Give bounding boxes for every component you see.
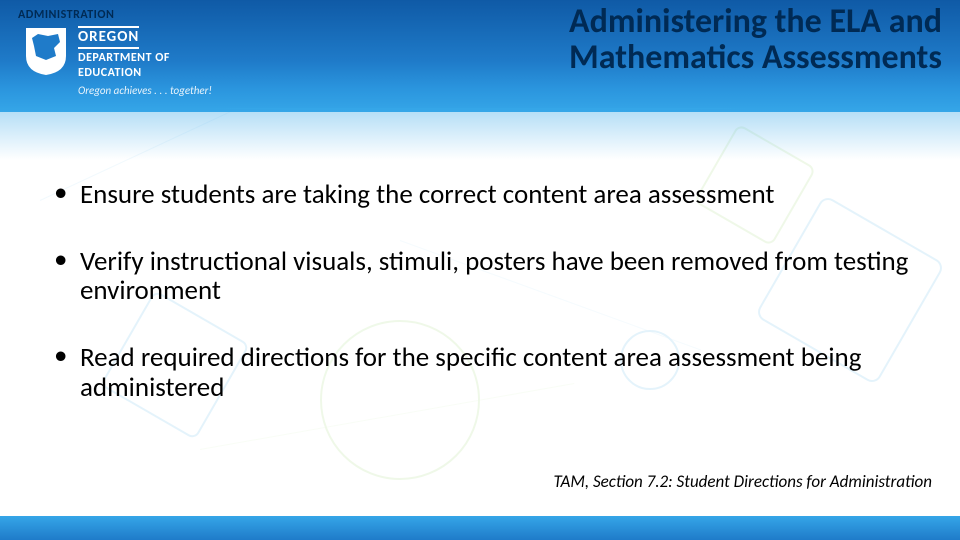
footnote: TAM, Section 7.2: Student Directions for… (554, 471, 933, 492)
list-item: Ensure students are taking the correct c… (50, 180, 920, 209)
oregon-doe-logo: OREGON DEPARTMENT OF EDUCATION Oregon ac… (24, 26, 212, 96)
bullet-list: Ensure students are taking the correct c… (50, 180, 920, 402)
title-line-2: Mathematics Assessments (569, 37, 942, 78)
section-label: ADMINISTRATION (18, 8, 114, 22)
logo-state-text: OREGON (78, 26, 139, 49)
header-curve (0, 108, 960, 138)
logo-dept-line2: EDUCATION (78, 67, 212, 79)
logo-dept-line1: DEPARTMENT OF (78, 52, 212, 64)
logo-tagline: Oregon achieves . . . together! (78, 85, 212, 96)
list-item: Verify instructional visuals, stimuli, p… (50, 247, 920, 305)
body-content: Ensure students are taking the correct c… (50, 180, 920, 440)
list-item: Read required directions for the specifi… (50, 343, 920, 401)
footer-band (0, 516, 960, 540)
shield-icon (24, 26, 68, 76)
slide-title: Administering the ELA and Mathematics As… (569, 4, 942, 75)
slide: ADMINISTRATION OREGON DEPARTMENT OF EDUC… (0, 0, 960, 540)
